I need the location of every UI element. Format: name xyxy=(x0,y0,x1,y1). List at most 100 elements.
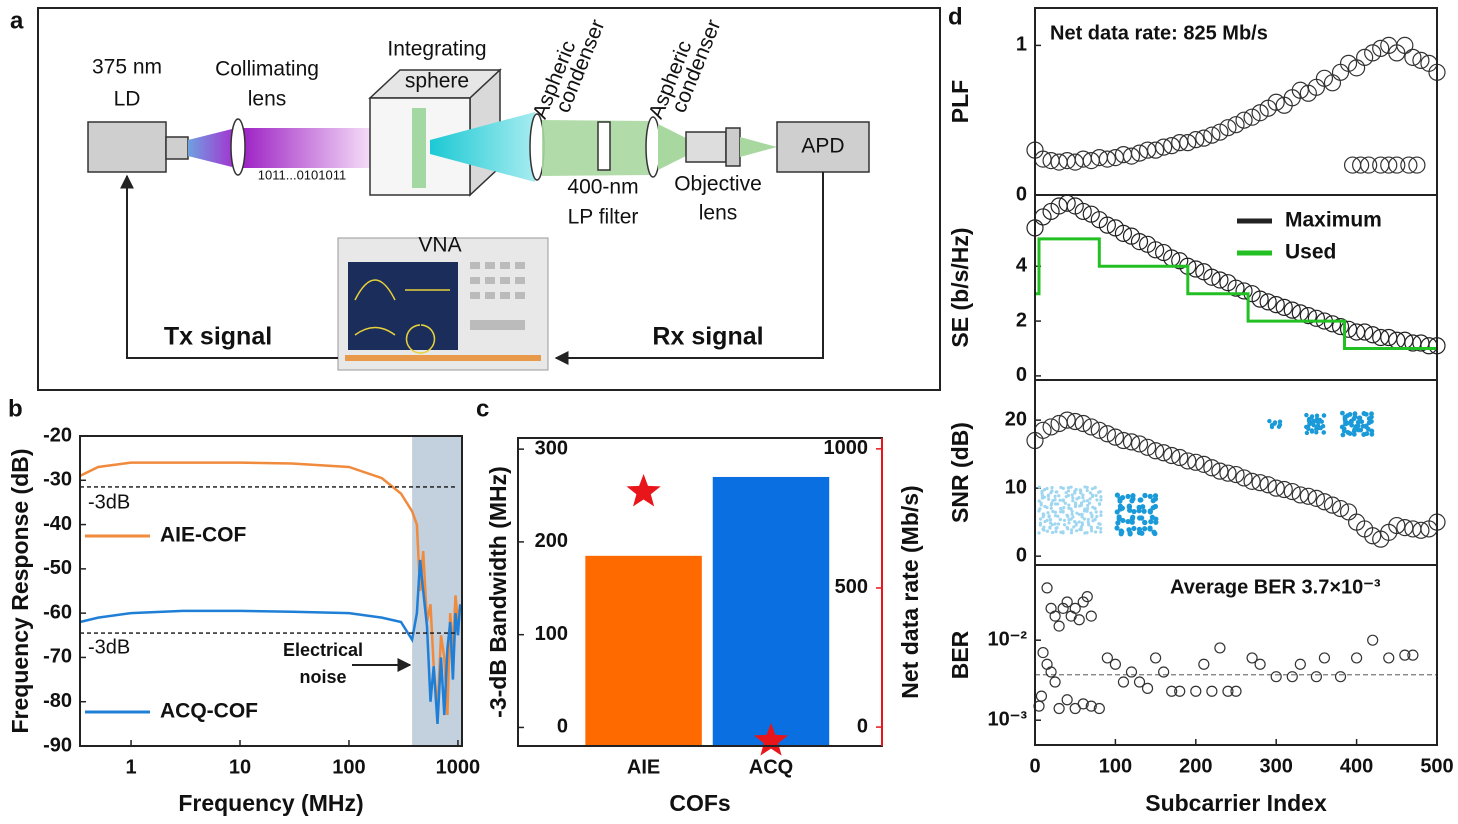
rx-arrow xyxy=(554,172,824,365)
constellation-inset xyxy=(1118,531,1124,537)
constellation-inset xyxy=(1150,505,1156,511)
diagram-label: 1011...0101011 xyxy=(258,167,346,182)
constellation-inset xyxy=(1041,515,1045,519)
data-point xyxy=(1211,271,1229,289)
data-point xyxy=(1130,232,1149,251)
constellation-inset xyxy=(1347,412,1353,417)
key xyxy=(515,292,525,299)
objective-lens xyxy=(725,127,741,167)
constellation-inset xyxy=(1046,511,1050,515)
constellation-inset xyxy=(1070,509,1074,513)
y-tick-label: 1 xyxy=(1016,34,1027,56)
y2-tick-label: 1000 xyxy=(824,437,869,459)
data-point xyxy=(1163,137,1181,155)
constellation-inset xyxy=(1045,529,1050,533)
y-tick-label: 200 xyxy=(535,530,568,552)
constellation-inset xyxy=(1038,517,1043,521)
data-point xyxy=(1291,81,1309,99)
constellation-inset xyxy=(1085,509,1089,513)
data-point xyxy=(1069,602,1081,614)
constellation-inset xyxy=(1352,426,1358,432)
x-tick-label: AIE xyxy=(627,756,660,778)
data-point xyxy=(1203,459,1221,477)
data-point xyxy=(1400,156,1418,174)
data-point xyxy=(1122,147,1141,165)
constellation-inset xyxy=(1126,504,1132,510)
sample xyxy=(412,108,426,188)
constellation-inset xyxy=(1306,426,1311,432)
constellation-inset xyxy=(1094,530,1098,534)
constellation-inset xyxy=(1097,502,1102,506)
constellation-inset xyxy=(1099,498,1103,502)
constellation-inset xyxy=(1141,508,1147,514)
y2-tick-label: 0 xyxy=(857,715,868,737)
constellation-inset xyxy=(1040,493,1044,497)
constellation-inset xyxy=(1140,504,1146,510)
key xyxy=(470,262,480,269)
tx-arrow xyxy=(120,174,338,359)
constellation-inset xyxy=(1089,511,1093,515)
data-point xyxy=(1367,634,1379,646)
data-point xyxy=(1356,48,1374,66)
data-point xyxy=(1179,134,1197,152)
constellation-inset xyxy=(1053,494,1057,498)
data-point xyxy=(1109,658,1122,670)
constellation-inset xyxy=(1069,517,1073,521)
constellation-inset xyxy=(1355,419,1361,425)
diagram-label: lens xyxy=(248,88,287,111)
data-point xyxy=(1049,610,1061,622)
data-point xyxy=(1195,455,1213,473)
diagram-label: Tx signal xyxy=(164,323,272,351)
constellation-inset xyxy=(1131,525,1137,532)
constellation-inset xyxy=(1050,501,1054,505)
bar xyxy=(712,476,830,746)
data-point xyxy=(1093,702,1105,715)
line-series xyxy=(79,559,462,724)
constellation-inset xyxy=(1272,420,1278,425)
data-point xyxy=(1299,306,1317,325)
laser-diode xyxy=(87,121,167,173)
data-point xyxy=(1412,51,1430,69)
data-point xyxy=(1037,646,1049,659)
constellation-inset xyxy=(1066,486,1071,490)
constellation-inset xyxy=(1094,510,1098,514)
x-tick-label: 500 xyxy=(1420,755,1453,777)
data-point xyxy=(1211,462,1229,480)
constellation-inset xyxy=(1037,531,1041,535)
constellation-inset xyxy=(1061,509,1065,513)
data-point xyxy=(1125,666,1138,678)
constellation-inset xyxy=(1064,495,1068,499)
data-point xyxy=(1396,36,1414,55)
data-point xyxy=(1155,138,1173,156)
constellation-inset xyxy=(1097,490,1101,494)
plot-frame xyxy=(1034,564,1438,746)
diagram-label: Objective xyxy=(674,173,762,196)
data-point xyxy=(1101,652,1113,664)
constellation-inset xyxy=(1093,486,1097,490)
constellation-inset xyxy=(1364,431,1370,437)
constellation-inset xyxy=(1075,511,1079,515)
x-axis-label: Frequency (MHz) xyxy=(178,790,363,816)
constellation-inset xyxy=(1129,498,1135,504)
constellation-inset xyxy=(1049,506,1053,510)
data-point xyxy=(1057,602,1069,614)
constellation-inset xyxy=(1056,522,1061,526)
constellation-inset xyxy=(1061,531,1065,535)
constellation-inset xyxy=(1142,492,1148,499)
diagram-label: VNA xyxy=(418,234,461,257)
data-point xyxy=(1331,317,1350,336)
data-point xyxy=(1275,480,1293,499)
constellation-inset xyxy=(1074,523,1078,527)
constellation-inset xyxy=(1117,496,1123,502)
constellation-inset xyxy=(1093,518,1097,522)
data-point xyxy=(1114,224,1133,242)
constellation-inset xyxy=(1304,430,1310,436)
constellation-inset xyxy=(1062,523,1067,527)
constellation-inset xyxy=(1369,428,1375,434)
y-tick-label: -30 xyxy=(43,469,72,491)
data-point xyxy=(1246,652,1258,664)
constellation-inset xyxy=(1276,424,1282,429)
constellation-inset xyxy=(1045,518,1049,522)
constellation-inset xyxy=(1040,489,1044,493)
